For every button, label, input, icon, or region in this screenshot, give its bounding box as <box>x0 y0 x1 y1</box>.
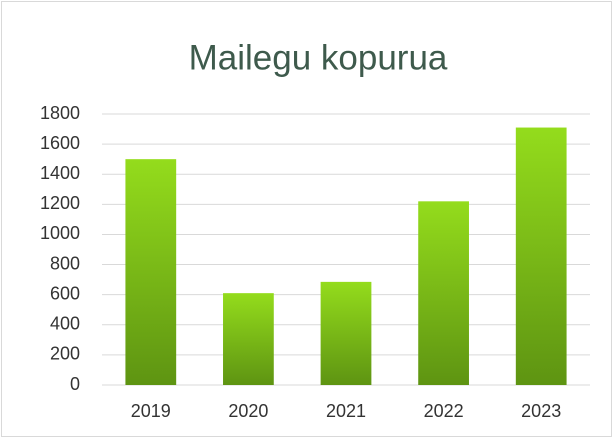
y-tick-label: 1600 <box>40 133 80 153</box>
x-tick-label: 2021 <box>326 401 366 421</box>
bar <box>320 281 372 385</box>
bar <box>515 127 567 386</box>
y-tick-label: 1000 <box>40 223 80 243</box>
x-tick-label: 2019 <box>131 401 171 421</box>
y-tick-label: 600 <box>50 283 80 303</box>
y-tick-label: 1400 <box>40 163 80 183</box>
y-tick-label: 1200 <box>40 193 80 213</box>
bar <box>223 293 274 385</box>
bar <box>418 201 469 385</box>
chart-title: Mailegu kopurua <box>189 38 448 77</box>
y-tick-label: 200 <box>50 344 80 364</box>
y-tick-label: 800 <box>50 253 80 273</box>
bar <box>125 159 177 385</box>
x-tick-label: 2022 <box>424 401 464 421</box>
y-tick-label: 400 <box>50 314 80 334</box>
y-tick-label: 1800 <box>40 103 80 123</box>
y-tick-label: 0 <box>70 374 80 394</box>
x-tick-label: 2020 <box>228 401 268 421</box>
x-tick-label: 2023 <box>521 401 561 421</box>
